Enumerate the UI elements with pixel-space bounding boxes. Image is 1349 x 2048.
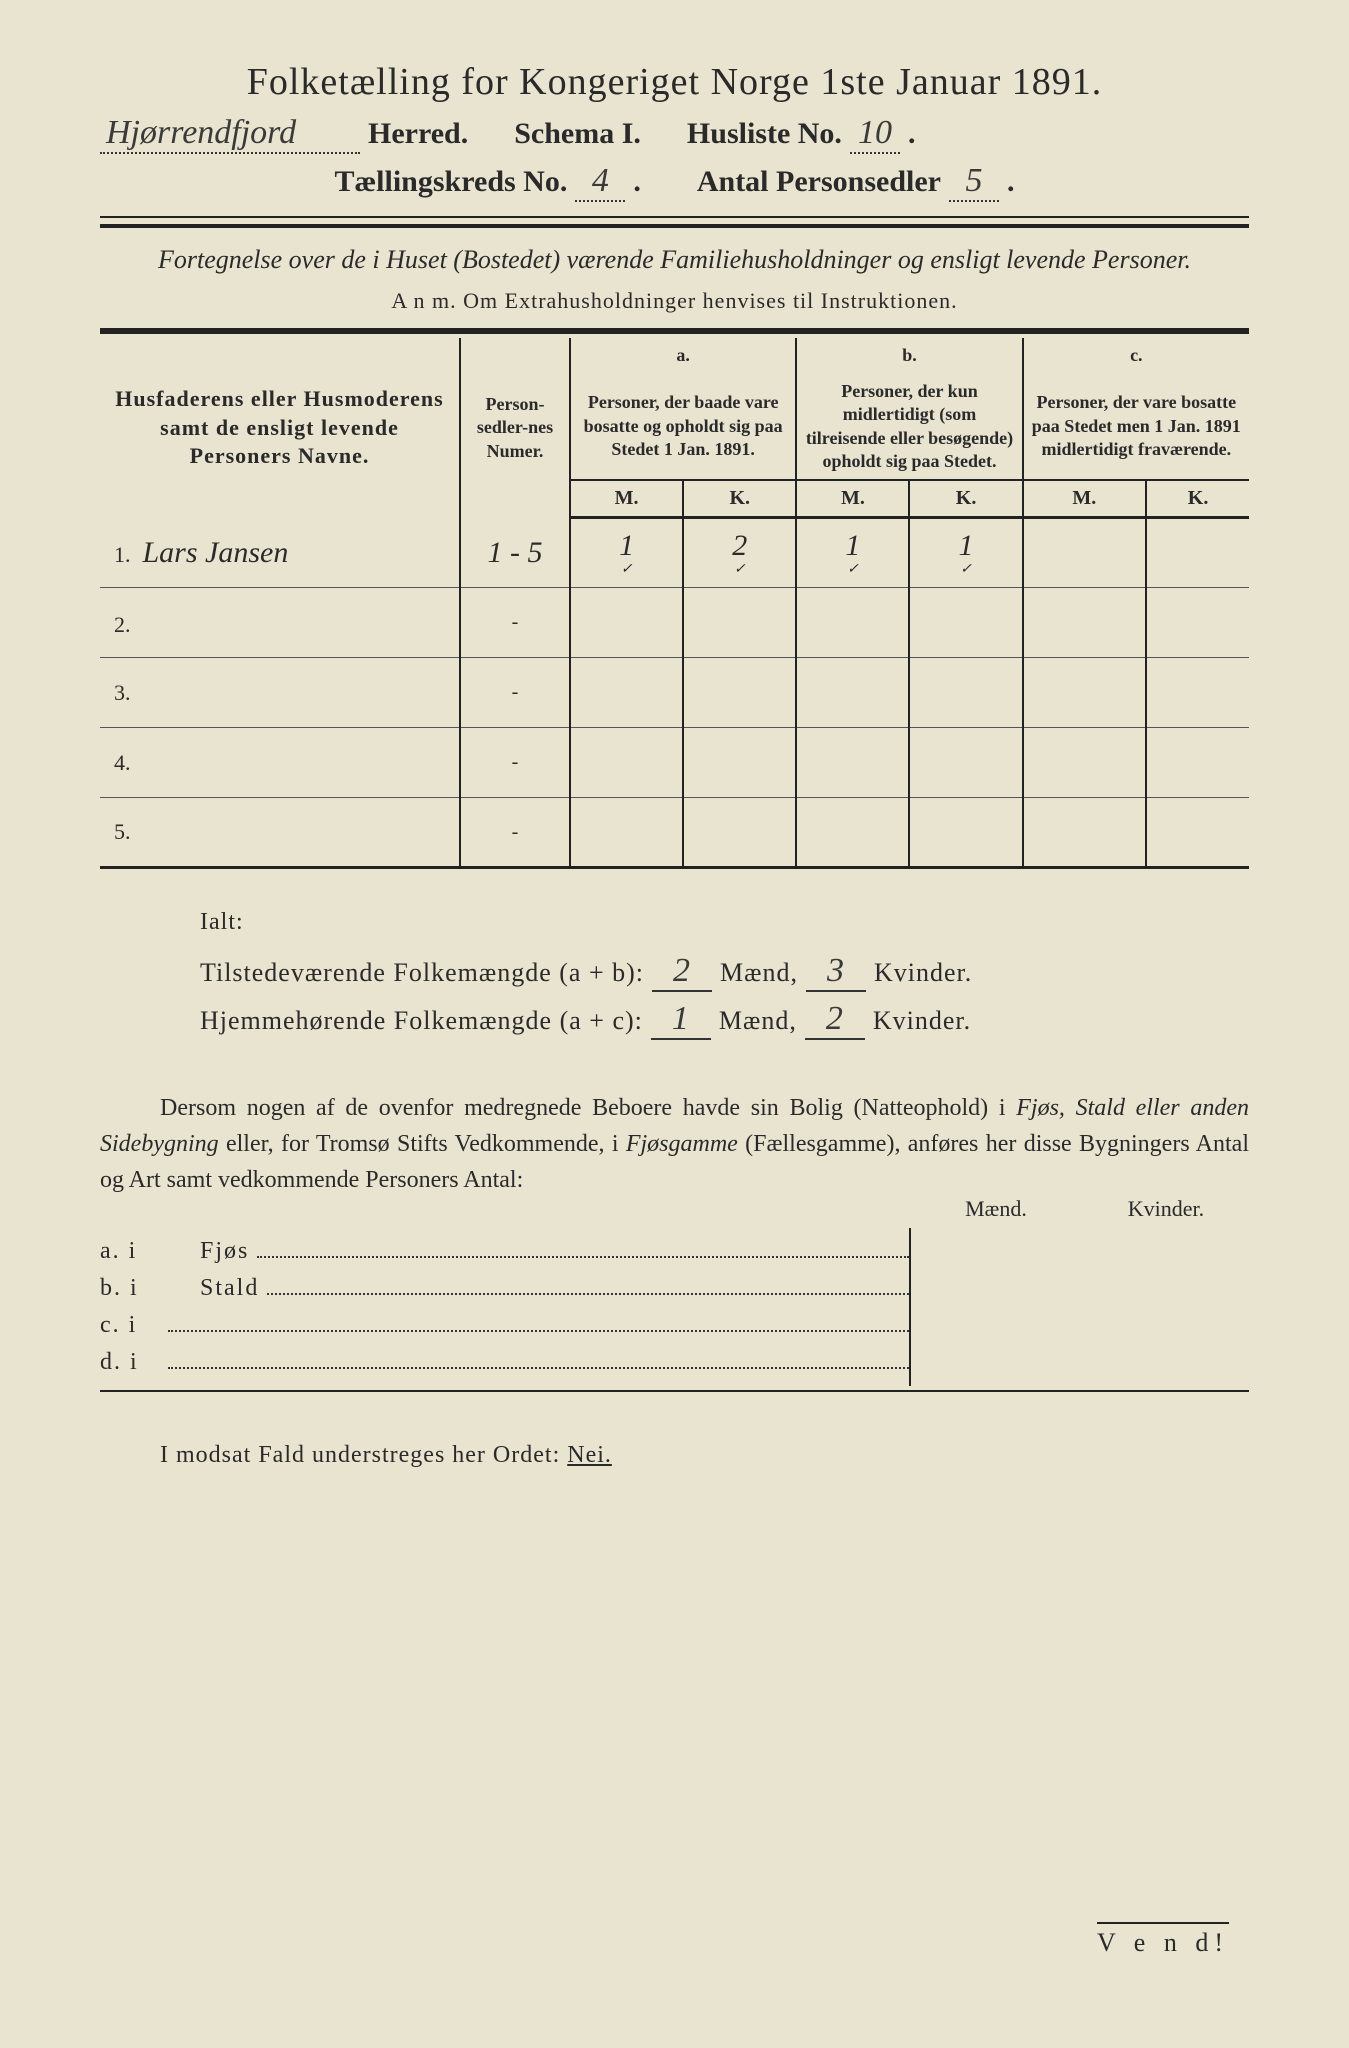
col-b-text: Personer, der kun midlertidigt (som tilr…: [796, 374, 1022, 481]
r1-aK: 2✓: [683, 518, 796, 588]
a-k: K.: [683, 480, 796, 518]
building-row-c: c. i: [100, 1312, 909, 1339]
husliste-no: 10: [850, 114, 900, 154]
r1-bK: 1✓: [909, 518, 1022, 588]
tilstede-k: 3: [806, 952, 866, 992]
col-a-label: a.: [570, 338, 796, 373]
antal-no: 5: [949, 162, 999, 202]
building-row-a: a. i Fjøs: [100, 1238, 909, 1265]
table-row: 2. -: [100, 588, 1249, 658]
census-table: Husfaderens eller Husmoderens samt de en…: [100, 338, 1249, 869]
schema-label: Schema I.: [514, 117, 641, 151]
col-c-label: c.: [1023, 338, 1249, 373]
name-1: Lars Jansen: [143, 536, 289, 569]
kreds-label: Tællingskreds No.: [335, 165, 568, 199]
husliste-label: Husliste No.: [687, 117, 842, 151]
table-row: 3. -: [100, 658, 1249, 728]
kreds-no: 4: [575, 162, 625, 202]
b-k: K.: [909, 480, 1022, 518]
building-paragraph: Dersom nogen af de ovenfor medregnede Be…: [100, 1090, 1249, 1198]
col-b-label: b.: [796, 338, 1022, 373]
subtitle: Fortegnelse over de i Huset (Bostedet) v…: [100, 242, 1249, 278]
c-k: K.: [1146, 480, 1249, 518]
main-title: Folketælling for Kongeriget Norge 1ste J…: [100, 60, 1249, 104]
herred-label: Herred.: [368, 117, 468, 151]
building-maend-header: Mænd.: [911, 1192, 1081, 1222]
building-section: a. i Fjøs b. i Stald c. i d. i Mænd. Kvi…: [100, 1228, 1249, 1386]
r1-cK: [1146, 518, 1249, 588]
building-maend-col: [911, 1228, 1080, 1386]
c-m: M.: [1023, 480, 1146, 518]
r1-cM: [1023, 518, 1146, 588]
building-row-d: d. i: [100, 1349, 909, 1376]
col-names-header: Husfaderens eller Husmoderens samt de en…: [100, 338, 460, 517]
hjemme-label: Hjemmehørende Folkemængde (a + c):: [200, 1006, 643, 1036]
herred-handwritten: Hjørrendfjord: [100, 114, 360, 154]
tilstede-m: 2: [652, 952, 712, 992]
r1-aM: 1✓: [570, 518, 683, 588]
table-row: 1.Lars Jansen 1 - 5 1✓ 2✓ 1✓ 1✓: [100, 518, 1249, 588]
anm-note: A n m. Om Extrahusholdninger henvises ti…: [100, 288, 1249, 314]
nei-word: Nei.: [567, 1442, 612, 1468]
vend-label: V e n d!: [1097, 1922, 1229, 1958]
table-row: 5. -: [100, 798, 1249, 868]
building-kvinder-col: [1080, 1228, 1249, 1386]
num-1: 1 - 5: [460, 518, 570, 588]
b-m: M.: [796, 480, 909, 518]
antal-label: Antal Personsedler: [697, 165, 941, 199]
ialt-label: Ialt:: [200, 909, 1249, 936]
building-row-b: b. i Stald: [100, 1275, 909, 1302]
header-line-2: Tællingskreds No. 4 . Antal Personsedler…: [100, 162, 1249, 202]
tilstede-label: Tilstedeværende Folkemængde (a + b):: [200, 958, 644, 988]
totals-section: Ialt: Tilstedeværende Folkemængde (a + b…: [200, 909, 1249, 1040]
table-row: 4. -: [100, 728, 1249, 798]
hjemme-m: 1: [651, 1000, 711, 1040]
nei-line: I modsat Fald understreges her Ordet: Ne…: [100, 1442, 1249, 1469]
building-kvinder-header: Kvinder.: [1081, 1192, 1251, 1222]
a-m: M.: [570, 480, 683, 518]
header-line-1: Hjørrendfjord Herred. Schema I. Husliste…: [100, 114, 1249, 154]
r1-bM: 1✓: [796, 518, 909, 588]
col-numer-header: Person-sedler-nes Numer.: [460, 338, 570, 517]
hjemme-k: 2: [805, 1000, 865, 1040]
col-c-text: Personer, der vare bosatte paa Stedet me…: [1023, 374, 1249, 481]
col-a-text: Personer, der baade vare bosatte og opho…: [570, 374, 796, 481]
